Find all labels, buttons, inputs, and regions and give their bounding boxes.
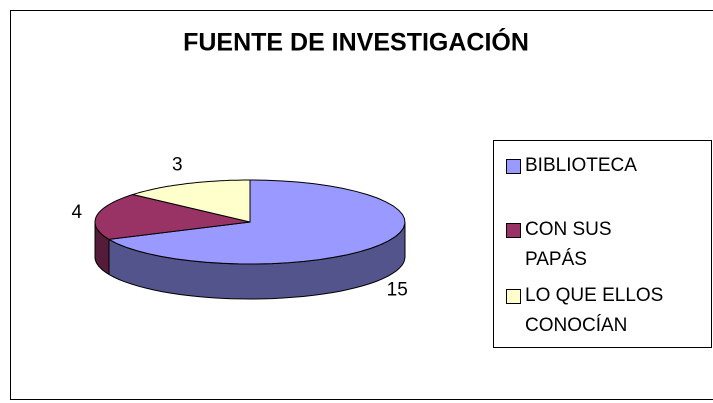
pie-slice: [94, 193, 251, 240]
legend-label: BIBLIOTECA: [525, 155, 637, 176]
pie-slice: [107, 179, 406, 265]
legend-entry: BIBLIOTECA: [506, 151, 713, 181]
legend-swatch: [506, 289, 521, 304]
data-label: 15: [387, 280, 408, 301]
pie-slice: [131, 179, 251, 223]
legend-swatch: [506, 159, 521, 174]
legend-entry: LO QUE ELLOS CONOCÍAN: [506, 281, 713, 341]
data-label: 3: [172, 155, 183, 176]
legend-label: CON SUS PAPÁS: [525, 219, 612, 270]
chart-title: FUENTE DE INVESTIGACIÓN: [183, 27, 529, 57]
legend-label: LO QUE ELLOS CONOCÍAN: [525, 285, 664, 336]
legend-swatch: [506, 223, 521, 238]
data-label: 4: [71, 202, 82, 223]
legend: BIBLIOTECA CON SUS PAPÁS LO QUE ELLOS CONO…: [493, 140, 712, 348]
legend-entry: CON SUS PAPÁS: [506, 215, 645, 275]
